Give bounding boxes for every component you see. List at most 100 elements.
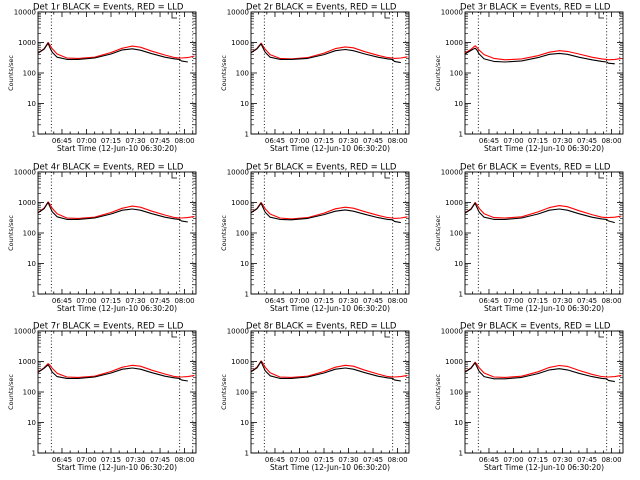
- x-tick-label: 07:45: [577, 137, 597, 145]
- x-tick-label: 07:30: [125, 137, 145, 145]
- y-tick-label: 100: [236, 230, 249, 238]
- corner-mark: [384, 12, 390, 19]
- x-tick-label: 07:45: [577, 456, 597, 464]
- lld-line: [37, 363, 195, 378]
- y-tick-label: 10000: [441, 328, 463, 336]
- y-axis-label: Counts/sec: [434, 215, 442, 251]
- lld-line: [250, 360, 408, 378]
- x-tick-label: 07:30: [125, 297, 145, 305]
- corner-mark: [598, 331, 604, 338]
- x-axis-label: Start Time (12-Jun-10 06:30:20): [484, 304, 604, 313]
- lld-line: [37, 41, 195, 59]
- y-axis-label: Counts/sec: [434, 55, 442, 91]
- events-line: [37, 42, 188, 63]
- panel-title: Det 8r BLACK = Events, RED = LLD: [246, 322, 397, 332]
- lld-line: [464, 201, 622, 219]
- x-tick-label: 08:00: [601, 456, 621, 464]
- y-tick-label: 1000: [445, 199, 463, 207]
- x-axis-label: Start Time (12-Jun-10 06:30:20): [484, 144, 604, 153]
- x-tick-label: 07:15: [528, 297, 548, 305]
- panel-4: Det 4r BLACK = Events, RED = LLD 1 10 100 10…: [7, 163, 197, 313]
- y-tick-label: 1000: [18, 199, 36, 207]
- panel-6: Det 6r BLACK = Events, RED = LLD 1 10 100 10…: [434, 163, 624, 313]
- y-tick-label: 100: [450, 230, 463, 238]
- x-tick-label: 07:00: [76, 297, 96, 305]
- y-tick-label: 1: [245, 450, 249, 458]
- y-tick-label: 1: [459, 450, 463, 458]
- y-tick-label: 10000: [14, 328, 36, 336]
- y-tick-label: 100: [450, 70, 463, 78]
- panel-5: Det 5r BLACK = Events, RED = LLD 1 10 100 10…: [220, 163, 410, 313]
- x-tick-label: 07:30: [338, 456, 358, 464]
- x-tick-label: 06:45: [265, 137, 285, 145]
- y-tick-label: 10000: [227, 328, 249, 336]
- x-tick-label: 07:30: [338, 137, 358, 145]
- x-tick-label: 07:45: [150, 297, 170, 305]
- x-tick-label: 06:45: [265, 297, 285, 305]
- x-tick-label: 07:00: [503, 297, 523, 305]
- y-tick-label: 10: [27, 260, 36, 268]
- x-tick-label: 07:00: [503, 456, 523, 464]
- x-tick-label: 07:45: [150, 137, 170, 145]
- x-axis-label: Start Time (12-Jun-10 06:30:20): [57, 463, 177, 472]
- y-tick-label: 10: [27, 100, 36, 108]
- y-tick-label: 10: [454, 260, 463, 268]
- x-tick-label: 06:45: [52, 456, 72, 464]
- events-line: [250, 360, 401, 382]
- panel-title: Det 5r BLACK = Events, RED = LLD: [246, 163, 397, 173]
- corner-mark: [171, 12, 177, 19]
- y-tick-label: 100: [23, 230, 36, 238]
- y-tick-label: 1000: [18, 358, 36, 366]
- events-line: [250, 43, 401, 64]
- y-tick-label: 10: [454, 100, 463, 108]
- y-tick-label: 10000: [14, 9, 36, 17]
- panel-title: Det 7r BLACK = Events, RED = LLD: [33, 322, 184, 332]
- events-line: [37, 201, 188, 223]
- x-tick-label: 07:30: [552, 456, 572, 464]
- events-line: [37, 364, 188, 382]
- corner-mark: [598, 12, 604, 19]
- x-tick-label: 07:00: [289, 297, 309, 305]
- y-tick-label: 10000: [441, 169, 463, 177]
- plot-frame: [464, 330, 624, 454]
- panel-title: Det 9r BLACK = Events, RED = LLD: [460, 322, 611, 332]
- x-tick-label: 07:15: [528, 456, 548, 464]
- lld-line: [464, 45, 622, 61]
- x-tick-label: 07:15: [314, 137, 334, 145]
- y-tick-label: 1000: [231, 39, 249, 47]
- x-tick-label: 07:00: [76, 456, 96, 464]
- x-tick-label: 06:45: [265, 456, 285, 464]
- y-tick-label: 1000: [445, 39, 463, 47]
- plot-frame: [37, 171, 197, 295]
- y-tick-label: 1: [32, 291, 36, 299]
- y-axis-label: Counts/sec: [220, 374, 228, 410]
- panel-title: Det 6r BLACK = Events, RED = LLD: [460, 163, 611, 173]
- panel-1: Det 1r BLACK = Events, RED = LLD 1 10 100 10…: [7, 3, 197, 153]
- events-line: [250, 202, 401, 224]
- y-tick-label: 100: [23, 70, 36, 78]
- x-tick-label: 08:00: [387, 137, 407, 145]
- x-tick-label: 07:15: [314, 456, 334, 464]
- x-tick-label: 07:15: [101, 137, 121, 145]
- y-tick-label: 1: [32, 450, 36, 458]
- x-tick-label: 06:45: [479, 137, 499, 145]
- y-tick-label: 1: [459, 291, 463, 299]
- y-axis-label: Counts/sec: [7, 55, 15, 91]
- x-tick-label: 07:45: [577, 297, 597, 305]
- y-axis-label: Counts/sec: [7, 374, 15, 410]
- x-tick-label: 08:00: [601, 297, 621, 305]
- x-tick-label: 07:00: [503, 137, 523, 145]
- y-tick-label: 10: [240, 419, 249, 427]
- x-tick-label: 07:00: [289, 456, 309, 464]
- x-tick-label: 07:45: [363, 137, 383, 145]
- panel-title: Det 1r BLACK = Events, RED = LLD: [33, 3, 184, 13]
- x-tick-label: 07:30: [125, 456, 145, 464]
- plot-frame: [37, 11, 197, 135]
- y-axis-label: Counts/sec: [220, 55, 228, 91]
- y-tick-label: 100: [450, 389, 463, 397]
- x-tick-label: 07:30: [338, 297, 358, 305]
- x-tick-label: 07:15: [314, 297, 334, 305]
- panel-3: Det 3r BLACK = Events, RED = LLD 1 10 100 10…: [434, 3, 624, 153]
- x-tick-label: 07:45: [150, 456, 170, 464]
